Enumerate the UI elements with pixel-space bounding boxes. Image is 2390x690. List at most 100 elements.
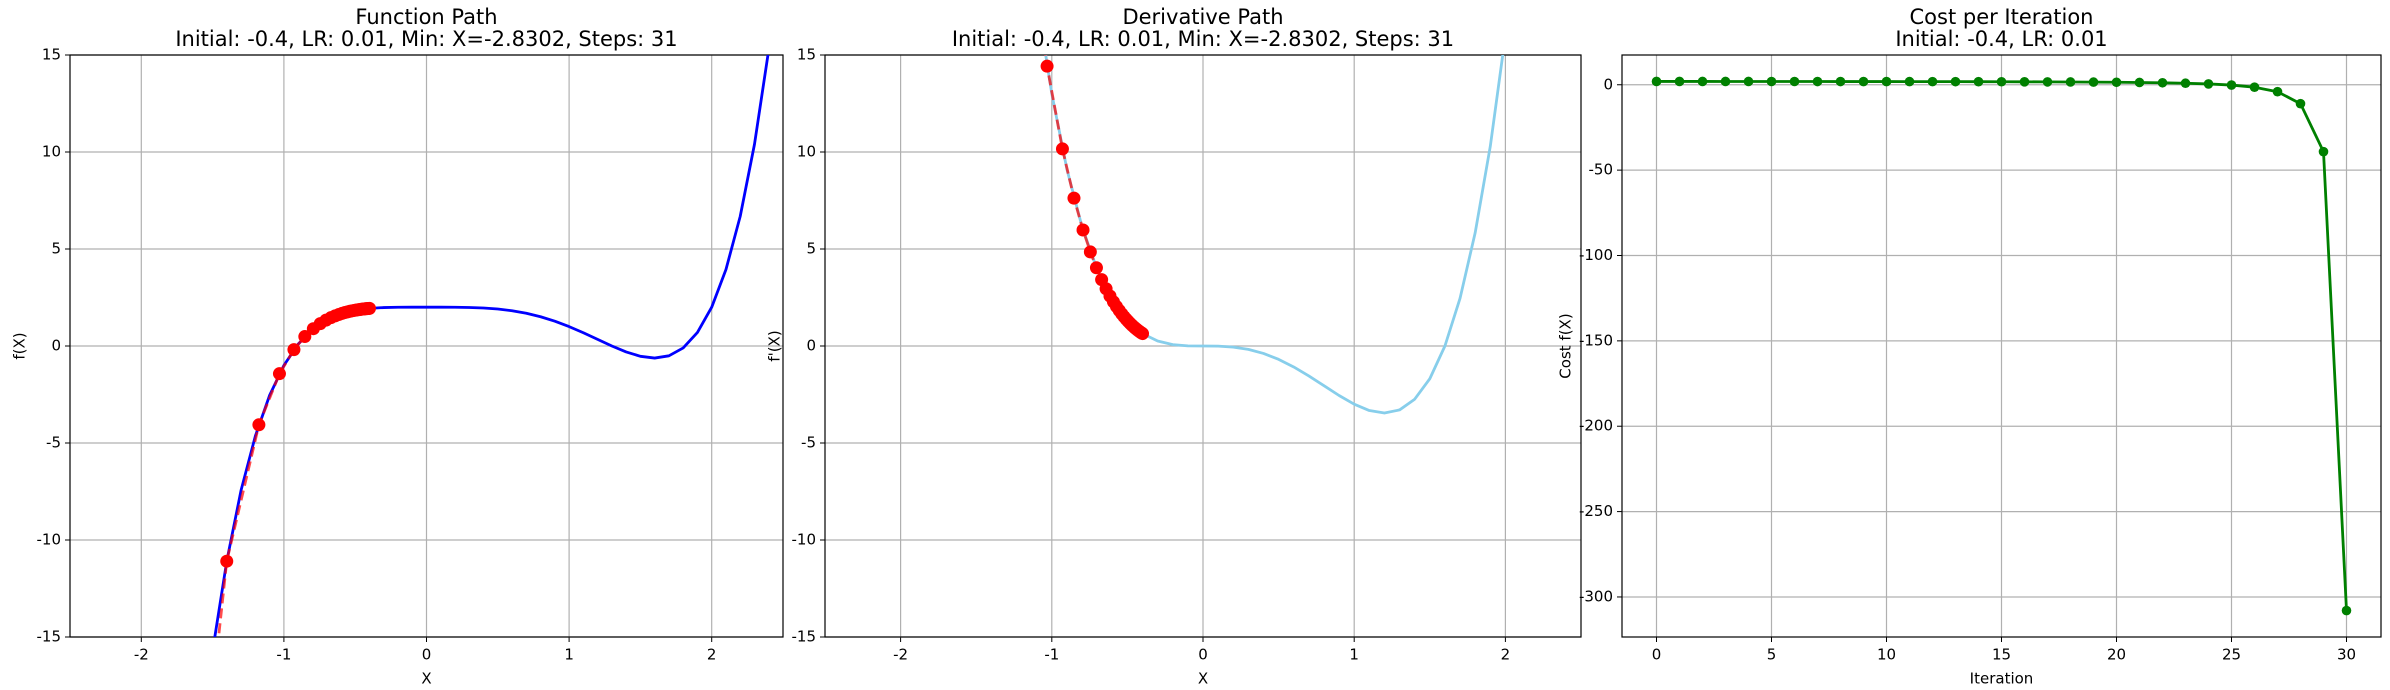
data-point <box>2226 80 2237 90</box>
data-point <box>2318 146 2329 157</box>
chart-subtitle: Initial: -0.4, LR: 0.01 <box>1895 27 2107 51</box>
y-tick-label: 15 <box>42 46 61 64</box>
y-axis-label: f(X) <box>11 332 29 359</box>
data-point <box>1858 76 1869 87</box>
x-tick-label: 10 <box>1877 646 1896 664</box>
data-point <box>1812 76 1823 87</box>
chart-title: Derivative Path <box>1122 5 1283 29</box>
data-point <box>1766 76 1777 87</box>
chart-title: Cost per Iteration <box>1910 5 2094 29</box>
data-point <box>1835 76 1846 87</box>
data-point <box>306 322 320 336</box>
x-tick-label: -2 <box>893 646 908 664</box>
y-tick-label: -300 <box>1579 587 1613 605</box>
x-tick-label: 20 <box>2107 646 2126 664</box>
y-tick-label: -5 <box>46 434 61 452</box>
x-axis-label: X <box>421 670 431 688</box>
y-tick-label: -10 <box>37 531 62 549</box>
y-tick-label: 10 <box>42 143 61 161</box>
y-tick-label: -200 <box>1579 417 1613 435</box>
y-tick-label: -250 <box>1579 502 1613 520</box>
data-point <box>1076 223 1090 237</box>
data-point <box>2065 77 2076 87</box>
data-point <box>1697 76 1708 87</box>
data-point <box>1789 76 1800 87</box>
axes: 0 5 10 15 20 25 30 -300 -250 -200 -150 -100 -50 0 <box>1579 54 2382 664</box>
x-tick-label: 0 <box>422 646 432 664</box>
data-point <box>1040 59 1054 73</box>
axes-frame <box>824 54 1582 638</box>
chart-subtitle: Initial: -0.4, LR: 0.01, Min: X=-2.8302,… <box>952 27 1454 51</box>
data-point <box>2134 77 2145 88</box>
data-point <box>2088 77 2099 87</box>
x-tick-label: 0 <box>1198 646 1208 664</box>
data-point <box>1743 76 1754 87</box>
data-point <box>2203 79 2214 89</box>
y-tick-label: 0 <box>1603 75 1613 93</box>
plot-area <box>1651 76 2352 616</box>
data-point <box>1651 76 1662 87</box>
data-point <box>2111 77 2122 88</box>
x-tick-label: 1 <box>1349 646 1359 664</box>
y-tick-label: 0 <box>51 337 61 355</box>
data-point <box>220 554 234 568</box>
x-tick-label: -1 <box>276 646 291 664</box>
data-point <box>1720 76 1731 87</box>
y-axis-label: f'(X) <box>766 330 784 361</box>
data-point <box>2157 77 2168 88</box>
data-point <box>1904 76 1915 87</box>
x-axis-label: Iteration <box>1970 670 2034 688</box>
y-tick-label: 15 <box>797 46 816 64</box>
data-point <box>1067 191 1081 205</box>
data-point <box>2341 605 2352 616</box>
data-point <box>2019 77 2030 87</box>
x-tick-label: 1 <box>564 646 574 664</box>
y-tick-label: 10 <box>797 143 816 161</box>
y-tick-label: -15 <box>37 628 62 646</box>
data-point <box>1996 76 2007 87</box>
data-point <box>1881 76 1892 87</box>
y-tick-label: -50 <box>1589 161 1614 179</box>
data-point <box>1055 142 1069 156</box>
data-point <box>252 418 266 432</box>
data-point <box>1083 245 1097 259</box>
data-point <box>287 343 301 357</box>
y-tick-label: 0 <box>806 337 816 355</box>
y-tick-label: 5 <box>806 240 816 258</box>
data-point <box>2042 77 2053 87</box>
y-axis-label: Cost f(X) <box>1557 313 1575 378</box>
axes-frame <box>69 54 784 638</box>
x-tick-label: -1 <box>1044 646 1059 664</box>
chart-title: Function Path <box>355 5 497 29</box>
x-tick-label: 25 <box>2222 646 2241 664</box>
plot-area <box>1040 55 1505 415</box>
data-point <box>2180 78 2191 89</box>
y-tick-label: -100 <box>1579 246 1613 264</box>
x-tick-label: 5 <box>1767 646 1777 664</box>
data-point <box>272 367 286 381</box>
data-point <box>1095 273 1109 287</box>
axes-frame <box>1621 54 2382 638</box>
plot-area <box>213 55 770 637</box>
x-tick-label: 30 <box>2337 646 2356 664</box>
y-tick-label: -150 <box>1579 331 1613 349</box>
y-tick-label: -15 <box>792 628 817 646</box>
data-line <box>217 306 370 637</box>
data-point <box>2249 82 2260 92</box>
x-tick-label: 2 <box>1501 646 1511 664</box>
data-point <box>1089 261 1103 275</box>
y-tick-label: 5 <box>51 240 61 258</box>
data-point <box>2295 98 2306 109</box>
x-tick-label: 2 <box>707 646 717 664</box>
data-point <box>298 330 312 344</box>
data-point <box>1674 76 1685 87</box>
x-tick-label: 15 <box>1992 646 2011 664</box>
chart-subtitle: Initial: -0.4, LR: 0.01, Min: X=-2.8302,… <box>175 27 677 51</box>
y-tick-label: -10 <box>792 531 817 549</box>
x-tick-label: 0 <box>1652 646 1662 664</box>
data-point <box>1927 76 1938 87</box>
y-tick-label: -5 <box>801 434 816 452</box>
